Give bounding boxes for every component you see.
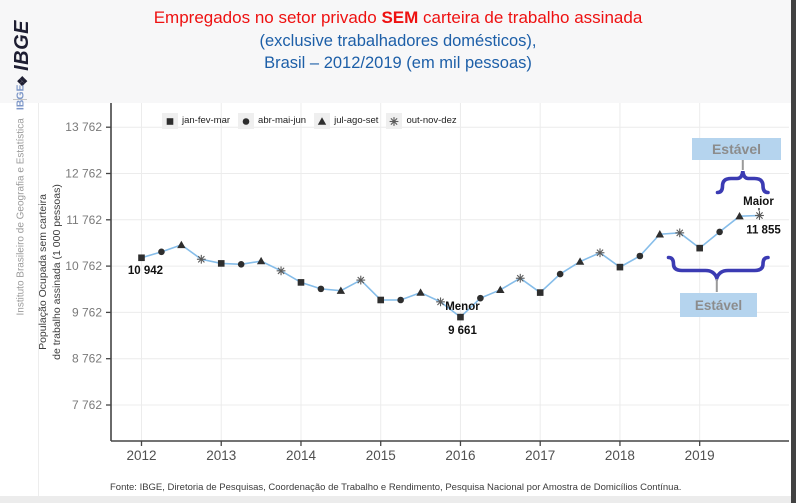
stable-annotation-bottom: Estável bbox=[680, 293, 757, 317]
sidebar-divider bbox=[38, 103, 39, 496]
stable-annotation-top: Estável bbox=[692, 138, 781, 160]
value-annotations: 10 942 Menor 9 661 Maior 11 855 bbox=[128, 196, 781, 337]
svg-text:9 762: 9 762 bbox=[72, 305, 102, 319]
asterisk-marker-icon bbox=[386, 112, 403, 129]
title-line-1: Empregados no setor privado SEM carteira… bbox=[0, 7, 796, 30]
svg-text:2015: 2015 bbox=[366, 448, 396, 463]
chart-title: Empregados no setor privado SEM carteira… bbox=[0, 7, 796, 74]
bottom-strip bbox=[0, 496, 796, 503]
series-line bbox=[141, 214, 760, 319]
svg-text:10 942: 10 942 bbox=[128, 265, 163, 277]
legend-label: jul-ago-set bbox=[334, 115, 379, 126]
svg-text:12 762: 12 762 bbox=[65, 167, 102, 181]
svg-text:2014: 2014 bbox=[286, 448, 317, 463]
triangle-marker-icon bbox=[314, 112, 331, 129]
svg-text:2013: 2013 bbox=[206, 448, 236, 463]
title-line-1-suffix: carteira de trabalho assinada bbox=[418, 8, 643, 27]
legend-item-circle: abr-mai-jun bbox=[238, 112, 307, 129]
x-tick-labels: 2012 2013 2014 2015 2016 2017 2018 2019 bbox=[126, 448, 714, 463]
stable-braces bbox=[666, 160, 770, 292]
svg-text:2012: 2012 bbox=[126, 448, 156, 463]
svg-text:13 762: 13 762 bbox=[65, 120, 102, 134]
svg-text:Menor: Menor bbox=[445, 301, 480, 313]
source-note: Fonte: IBGE, Diretoria de Pesquisas, Coo… bbox=[110, 482, 682, 493]
title-sem-emphasis: SEM bbox=[381, 8, 419, 27]
svg-text:11 762: 11 762 bbox=[66, 213, 102, 227]
svg-text:2016: 2016 bbox=[445, 448, 475, 463]
gridlines bbox=[111, 103, 789, 441]
circle-marker-icon bbox=[238, 112, 255, 129]
svg-text:10 762: 10 762 bbox=[65, 259, 102, 273]
square-marker-icon bbox=[162, 112, 178, 129]
header: Empregados no setor privado SEM carteira… bbox=[0, 0, 796, 103]
legend-item-triangle: jul-ago-set bbox=[314, 112, 379, 129]
window-right-edge bbox=[791, 0, 796, 503]
svg-text:Maior: Maior bbox=[743, 196, 774, 208]
legend-item-asterisk: out-nov-dez bbox=[386, 112, 457, 129]
title-line-3: Brasil – 2012/2019 (em mil pessoas) bbox=[264, 53, 532, 72]
title-line-2: (exclusive trabalhadores domésticos), bbox=[259, 31, 537, 50]
y-tick-labels: 7 762 8 762 9 762 10 762 11 762 12 762 13 762 bbox=[65, 120, 102, 412]
title-line-1-prefix: Empregados no setor privado bbox=[153, 8, 382, 27]
legend-label: jan-fev-mar bbox=[182, 115, 231, 126]
axes bbox=[106, 103, 789, 446]
svg-text:2018: 2018 bbox=[605, 448, 635, 463]
svg-text:11 855: 11 855 bbox=[746, 224, 781, 236]
legend-label: abr-mai-jun bbox=[258, 115, 307, 126]
data-markers bbox=[138, 211, 764, 321]
svg-text:2019: 2019 bbox=[685, 448, 715, 463]
legend-item-square: jan-fev-mar bbox=[162, 112, 231, 129]
logo-divider bbox=[13, 99, 27, 100]
svg-text:8 762: 8 762 bbox=[72, 352, 102, 366]
svg-text:2017: 2017 bbox=[525, 448, 555, 463]
legend-label: out-nov-dez bbox=[406, 115, 457, 126]
svg-text:7 762: 7 762 bbox=[72, 398, 102, 412]
svg-text:9 661: 9 661 bbox=[448, 325, 477, 337]
legend: jan-fev-mar abr-mai-jun jul-ago-set out-nov… bbox=[162, 112, 457, 129]
